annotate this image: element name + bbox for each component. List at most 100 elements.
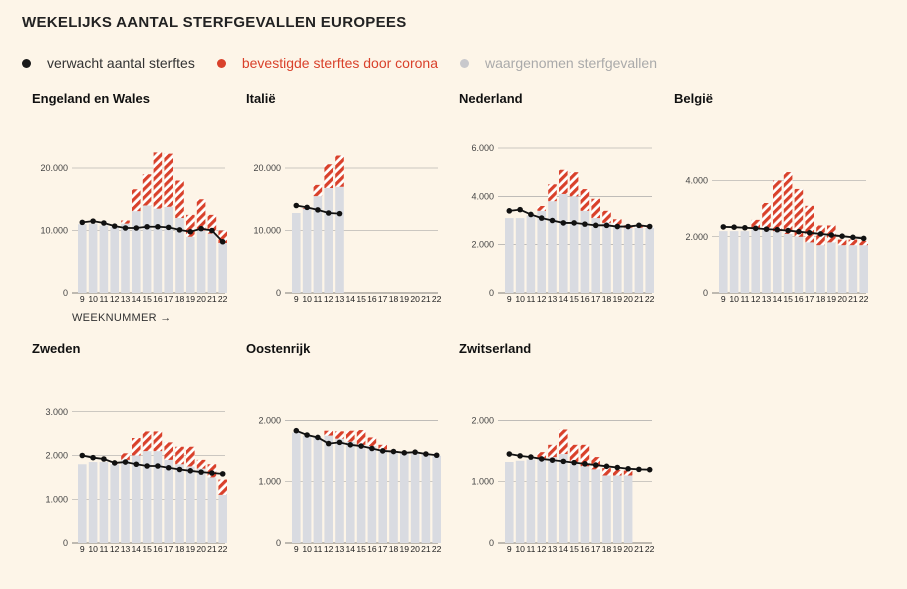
expected-point	[614, 464, 621, 471]
x-tick-label: 20	[623, 294, 633, 304]
covid-bar	[175, 180, 184, 218]
observed-bar	[859, 245, 868, 293]
covid-bar	[591, 198, 600, 219]
x-tick-label: 18	[175, 544, 185, 554]
covid-bar	[164, 442, 173, 460]
y-tick-label: 10.000	[253, 226, 281, 236]
expected-point	[304, 432, 310, 438]
observed-bar	[623, 227, 633, 293]
observed-bar	[569, 196, 579, 293]
expected-point	[401, 449, 408, 456]
observed-bar	[794, 236, 804, 293]
x-tick-label: 19	[613, 294, 623, 304]
covid-bar	[313, 184, 323, 197]
observed-bar	[186, 466, 195, 543]
x-tick-label: 14	[346, 294, 356, 304]
covid-bar	[548, 184, 557, 202]
x-tick-label: 10	[302, 544, 312, 554]
expected-point	[165, 464, 172, 471]
covid-bar	[324, 430, 333, 436]
x-tick-label: 9	[294, 544, 299, 554]
y-tick-label: 0	[276, 288, 281, 298]
x-tick-label: 15	[783, 294, 793, 304]
observed-bar	[78, 224, 87, 293]
x-tick-label: 13	[121, 544, 131, 554]
y-tick-label: 2.000	[685, 232, 708, 242]
covid-bar	[121, 220, 130, 224]
legend-label-expected: verwacht aantal sterftes	[47, 55, 195, 71]
observed-bar	[367, 446, 377, 543]
covid-bar	[142, 174, 152, 206]
expected-point	[165, 224, 172, 231]
covid-bar	[153, 431, 163, 452]
x-tick-label: 16	[153, 544, 163, 554]
expected-point	[506, 451, 513, 457]
observed-bar	[505, 462, 514, 543]
expected-point	[506, 208, 513, 214]
expected-point	[603, 463, 610, 470]
observed-bar	[335, 438, 344, 543]
observed-bar	[121, 223, 130, 293]
expected-point	[209, 470, 215, 476]
y-tick-label: 3.000	[45, 407, 68, 417]
y-tick-label: 10.000	[40, 226, 68, 236]
covid-bar	[142, 431, 152, 452]
observed-bar	[346, 441, 355, 543]
expected-point	[850, 234, 856, 241]
x-tick-label: 22	[645, 544, 655, 554]
x-tick-label: 15	[569, 544, 579, 554]
observed-bar	[569, 463, 579, 543]
x-tick-label: 20	[410, 544, 420, 554]
x-tick-label: 20	[196, 544, 206, 554]
x-tick-label: 19	[186, 544, 196, 554]
panel-title-belgie: België	[674, 91, 714, 106]
x-tick-label: 22	[218, 294, 228, 304]
expected-point	[198, 469, 204, 475]
x-tick-label: 17	[591, 544, 601, 554]
legend-dot-observed	[459, 58, 469, 68]
x-tick-label: 14	[559, 544, 569, 554]
expected-point	[806, 230, 813, 236]
covid-bar	[324, 164, 333, 188]
expected-point	[219, 471, 226, 477]
observed-bar	[591, 218, 600, 293]
legend-label-observed: waargenomen sterfgevallen	[484, 55, 657, 71]
observed-bar	[99, 225, 109, 293]
observed-bar	[378, 449, 387, 543]
expected-point	[517, 453, 523, 459]
observed-bar	[634, 227, 644, 293]
expected-point	[592, 462, 599, 468]
legend-label-covid: bevestigde sterftes door corona	[241, 55, 438, 71]
x-tick-label: 19	[400, 544, 410, 554]
expected-point	[636, 466, 642, 473]
observed-bar	[207, 477, 217, 543]
covid-bar	[335, 155, 344, 187]
expected-point	[571, 459, 577, 466]
x-tick-label: 13	[548, 544, 558, 554]
expected-point	[198, 225, 204, 232]
observed-bar	[505, 218, 514, 293]
y-tick-label: 0	[276, 538, 281, 548]
legend-dot-expected	[22, 58, 31, 68]
x-tick-label: 12	[751, 294, 761, 304]
observed-bar	[153, 208, 163, 293]
observed-bar	[827, 242, 836, 293]
expected-point	[752, 225, 759, 232]
x-tick-label: 10	[515, 544, 525, 554]
covid-bar	[559, 429, 568, 455]
observed-bar	[78, 464, 87, 543]
y-tick-label: 20.000	[253, 163, 281, 173]
x-tick-label: 13	[335, 294, 345, 304]
x-tick-label: 19	[400, 294, 410, 304]
expected-point	[582, 221, 588, 227]
x-tick-label: 13	[762, 294, 772, 304]
x-tick-label: 22	[432, 294, 442, 304]
panel-title-oostenrijk: Oostenrijk	[246, 341, 311, 356]
covid-bar	[367, 437, 377, 447]
x-tick-label: 17	[378, 294, 388, 304]
x-tick-label: 10	[88, 294, 98, 304]
observed-bar	[613, 225, 622, 293]
x-tick-label: 13	[548, 294, 558, 304]
expected-point	[176, 466, 183, 473]
x-tick-label: 14	[132, 544, 142, 554]
